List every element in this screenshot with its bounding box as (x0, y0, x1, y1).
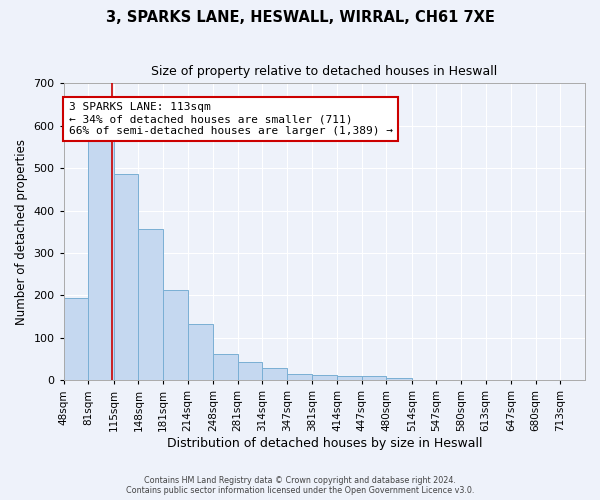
Bar (262, 368, 287, 380)
Y-axis label: Number of detached properties: Number of detached properties (15, 139, 28, 325)
X-axis label: Distribution of detached houses by size in Heswall: Distribution of detached houses by size … (167, 437, 482, 450)
Bar (386, 378, 412, 380)
Bar (139, 230, 163, 380)
Bar (337, 376, 362, 380)
Bar (287, 374, 313, 380)
Bar (238, 362, 262, 380)
Bar (114, 174, 139, 380)
Text: Contains HM Land Registry data © Crown copyright and database right 2024.
Contai: Contains HM Land Registry data © Crown c… (126, 476, 474, 495)
Bar (362, 376, 386, 380)
Bar (88, 135, 114, 380)
Text: 3 SPARKS LANE: 113sqm
← 34% of detached houses are smaller (711)
66% of semi-det: 3 SPARKS LANE: 113sqm ← 34% of detached … (69, 102, 393, 136)
Bar (64, 298, 88, 380)
Text: 3, SPARKS LANE, HESWALL, WIRRAL, CH61 7XE: 3, SPARKS LANE, HESWALL, WIRRAL, CH61 7X… (106, 10, 494, 25)
Bar (313, 375, 337, 380)
Bar (163, 290, 188, 380)
Title: Size of property relative to detached houses in Heswall: Size of property relative to detached ho… (151, 65, 497, 78)
Bar (213, 354, 238, 380)
Bar (188, 324, 213, 380)
